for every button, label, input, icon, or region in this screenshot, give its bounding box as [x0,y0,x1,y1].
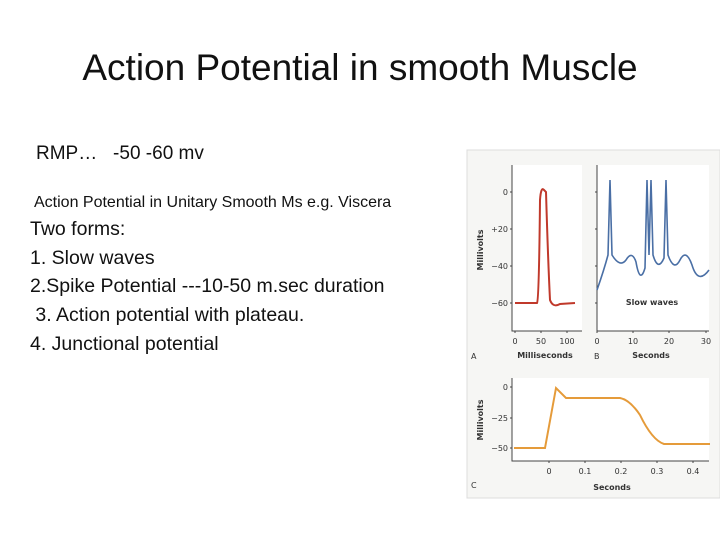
y-tick-label: −50 [491,444,508,453]
text-line: 1. Slow waves [30,247,155,269]
axis-label: Seconds [632,351,670,360]
axis [511,378,709,462]
y-tick-label: −40 [491,262,508,271]
y-tick-label: +20 [491,225,508,234]
axis-label: Millivolts [476,399,485,440]
axis [511,165,582,332]
x-tick-label: 0.1 [579,467,592,476]
y-tick-label: 0 [503,383,508,392]
slow-wave-curve [596,179,710,291]
text-line: Action Potential in Unitary Smooth Ms e.… [34,194,391,211]
panel-letter: C [471,481,477,490]
y-tick-label: 0 [503,188,508,197]
figure: Slow waves Millivolts Millivolts Millise… [466,149,720,499]
x-tick-label: 0 [512,337,517,346]
x-tick-label: 0 [546,467,551,476]
panel-letter: B [594,352,600,361]
text-line: Two forms: [30,218,125,240]
plateau-curve [514,385,710,449]
spike-curve [515,188,576,307]
x-tick-label: 30 [701,337,711,346]
x-tick-label: 10 [628,337,638,346]
x-tick-label: 0.3 [651,467,664,476]
axis-label: Seconds [593,483,631,492]
y-tick-label: −60 [491,299,508,308]
text-line: 2.Spike Potential ---10-50 m.sec duratio… [30,275,384,297]
text-line: 3. Action potential with plateau. [30,304,304,326]
slide-title: Action Potential in smooth Muscle [82,47,637,88]
x-tick-label: 50 [536,337,546,346]
annotation: Slow waves [626,298,679,307]
panel-letter: A [471,352,477,361]
x-tick-label: 0 [594,337,599,346]
axis-label: Millivolts [476,229,485,270]
text-line: 4. Junctional potential [30,333,219,355]
x-tick-label: 0.2 [615,467,628,476]
axis-label: Milliseconds [517,351,573,360]
y-tick-label: −25 [491,414,508,423]
x-tick-label: 100 [559,337,574,346]
text-line: RMP… -50 -60 mv [36,143,204,164]
x-tick-label: 0.4 [687,467,700,476]
x-tick-label: 20 [664,337,674,346]
